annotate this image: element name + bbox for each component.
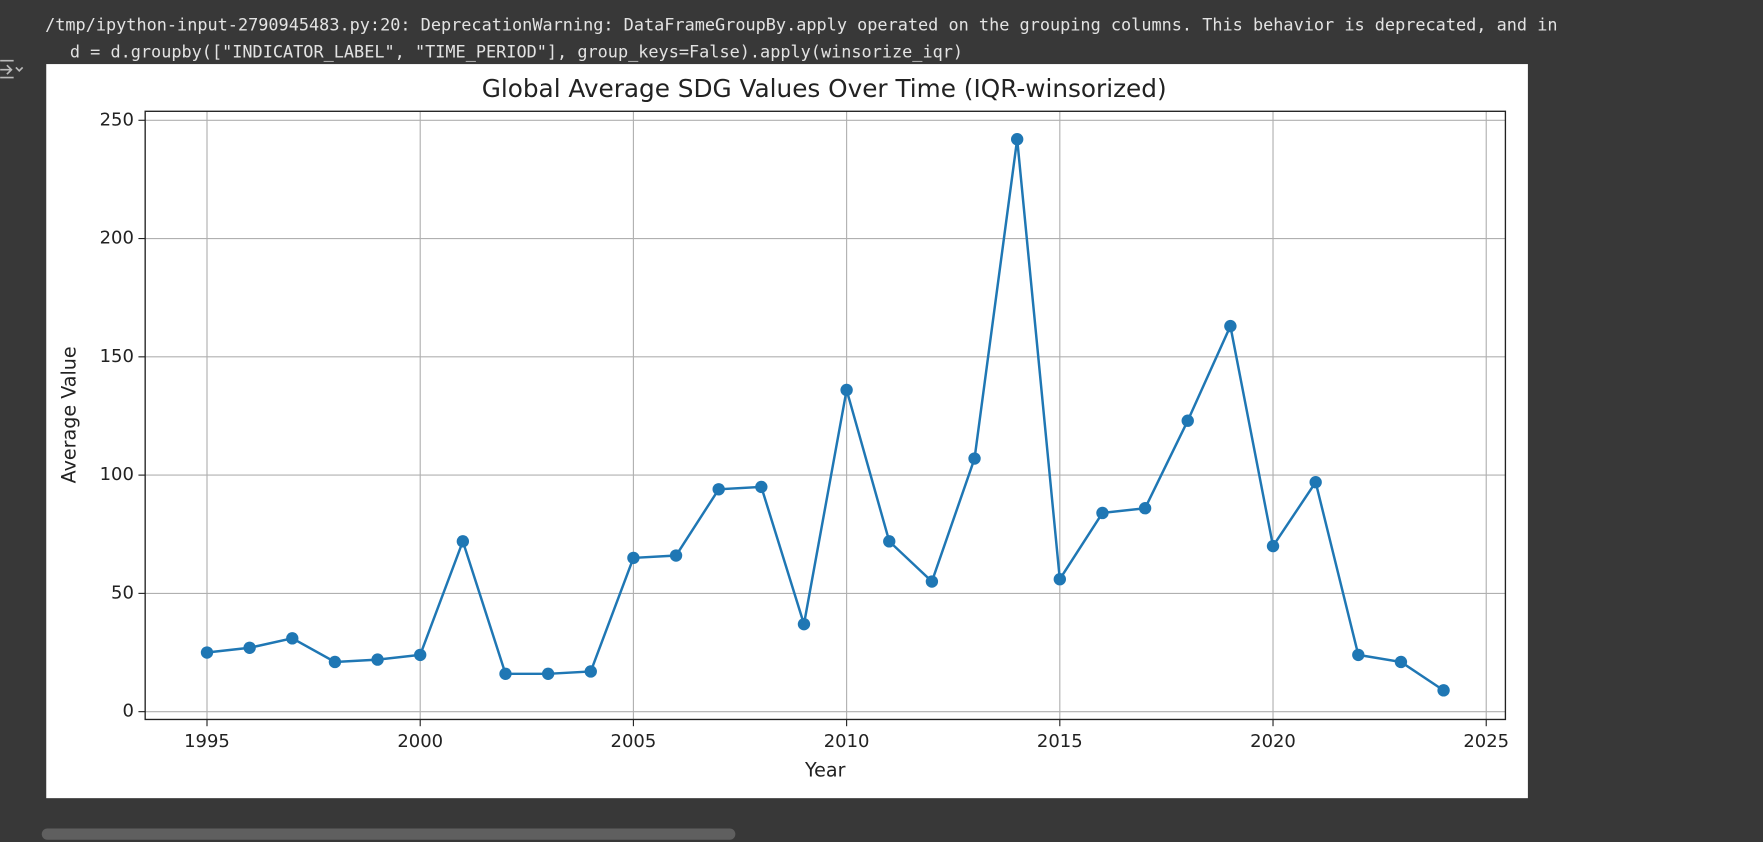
data-point <box>1224 319 1237 333</box>
data-point <box>456 535 470 548</box>
warning-line: /tmp/ipython-input-2790945483.py:20: Dep… <box>45 14 1557 34</box>
data-point <box>883 535 896 548</box>
output-icon[interactable] <box>0 59 24 79</box>
x-tick-label: 2015 <box>1037 731 1083 752</box>
data-point <box>840 383 853 397</box>
data-point <box>286 632 299 645</box>
data-point <box>712 483 725 496</box>
figure <box>46 64 1528 799</box>
data-point <box>755 480 768 494</box>
x-tick-label: 2020 <box>1250 731 1296 752</box>
data-point <box>627 551 640 565</box>
y-tick-label: 0 <box>122 701 133 722</box>
data-point <box>1394 655 1408 669</box>
data-line <box>206 139 1445 692</box>
data-point <box>1053 573 1066 586</box>
warning-line: d = d.groupby(["INDICATOR_LABEL", "TIME_… <box>70 41 963 61</box>
data-point <box>1352 648 1365 662</box>
plot-frame <box>144 110 1507 721</box>
y-tick-label: 250 <box>100 109 134 130</box>
data-point <box>371 653 384 666</box>
x-tick-label: 2025 <box>1463 731 1509 752</box>
data-point <box>1309 476 1322 489</box>
data-point <box>1437 684 1450 697</box>
data-point <box>669 549 683 562</box>
data-point <box>414 648 427 662</box>
data-point <box>584 665 597 678</box>
data-point <box>243 641 256 654</box>
data-point <box>1010 133 1024 146</box>
data-point <box>1138 502 1152 515</box>
y-tick-label: 150 <box>100 346 134 367</box>
x-axis-label: Year <box>804 759 846 782</box>
y-tick-label: 200 <box>100 228 134 249</box>
data-point <box>925 575 939 588</box>
x-tick-label: 2000 <box>397 731 443 752</box>
x-tick-label: 2005 <box>611 731 657 752</box>
data-point <box>1266 539 1280 553</box>
data-point <box>200 646 214 659</box>
y-tick-label: 50 <box>111 582 134 603</box>
x-tick-label: 1995 <box>184 731 230 752</box>
y-tick-label: 100 <box>100 464 134 485</box>
data-point <box>797 617 811 631</box>
data-point <box>541 667 555 680</box>
scrollbar[interactable] <box>41 828 736 840</box>
data-point <box>1096 506 1109 520</box>
data-point <box>499 667 512 680</box>
chart-title: Global Average SDG Values Over Time (IQR… <box>482 74 1167 103</box>
data-point <box>968 452 981 465</box>
plot: 1995 2000 2005 2010 2015 2020 2025 0 50 100 150 200… <box>100 109 1509 752</box>
y-axis-label: Average Value <box>57 346 80 483</box>
data-point <box>328 655 342 669</box>
data-point <box>1181 414 1194 427</box>
x-tick-label: 2010 <box>824 731 870 752</box>
